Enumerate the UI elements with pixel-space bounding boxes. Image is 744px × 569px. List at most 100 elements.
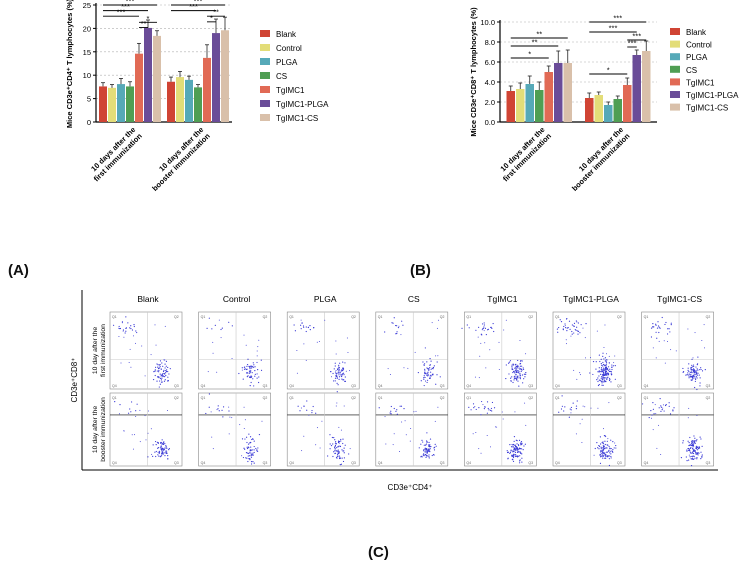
c-dot (206, 327, 208, 330)
c-dot (601, 450, 603, 452)
c-dot (241, 367, 243, 369)
c-dot (336, 402, 338, 404)
c-dot (699, 369, 701, 371)
c-dot (519, 455, 521, 457)
c-quadrant-label: Q3 (174, 461, 179, 465)
c-dot (134, 434, 136, 436)
c-dot (601, 376, 603, 378)
c-dot (315, 412, 317, 414)
c-dot (484, 405, 486, 408)
c-dot (167, 455, 169, 457)
c-dot (423, 378, 425, 380)
c-dot (114, 401, 116, 403)
c-dot (160, 442, 162, 444)
c-dot (697, 372, 699, 374)
c-quadrant-label: Q4 (378, 461, 383, 465)
c-dot (482, 328, 484, 330)
c-dot (435, 383, 437, 385)
c-dot (602, 443, 605, 445)
c-dot (121, 322, 123, 324)
a-legend-label: CS (276, 72, 287, 81)
c-dot (147, 456, 149, 458)
a-significance-label: *** (121, 2, 130, 11)
c-dot (430, 446, 432, 448)
c-dot (579, 374, 581, 376)
b-y-tick-label: 10.0 (480, 18, 495, 27)
c-dot (664, 323, 666, 326)
c-plot-frame (198, 392, 271, 467)
c-dot (336, 447, 338, 449)
c-dot (694, 457, 696, 459)
c-dot (337, 453, 339, 455)
c-dot (600, 450, 602, 452)
c-dot (145, 439, 147, 441)
c-dot (244, 448, 246, 450)
c-dot (515, 377, 517, 379)
c-dot (515, 369, 518, 371)
c-dot (429, 377, 431, 380)
c-dot (158, 452, 160, 455)
c-dot (655, 331, 657, 333)
c-dot (655, 324, 657, 326)
c-dot (423, 375, 425, 377)
c-dot (509, 360, 512, 362)
b-legend-swatch-control (670, 40, 680, 48)
c-plot-frame (198, 311, 271, 390)
c-dot (672, 410, 674, 412)
c-dot (473, 406, 475, 409)
c-dot (344, 380, 346, 382)
c-dot (348, 453, 350, 455)
c-dot (650, 336, 653, 338)
a-significance-label: ** (141, 19, 147, 28)
chart-c-flow-cytometry: CD3e⁺CD8⁺CD3e⁺CD4⁺10 day after thefirst … (70, 290, 718, 492)
c-quadrant-label: Q3 (440, 461, 445, 465)
c-dot (565, 339, 567, 341)
c-plot-frame (552, 311, 626, 390)
c-y-axis-label: CD3e⁺CD8⁺ (70, 358, 79, 403)
c-dot (428, 457, 430, 459)
c-dot (575, 408, 578, 410)
c-dot (135, 410, 137, 412)
c-dot (521, 461, 523, 463)
c-dot (662, 404, 664, 406)
c-dot (155, 450, 157, 453)
c-dot (601, 371, 603, 373)
a-bar-blank (99, 86, 107, 122)
c-dot (246, 363, 249, 366)
c-dot (659, 327, 661, 329)
c-dot (512, 450, 514, 452)
c-dot (119, 327, 121, 330)
c-dot (698, 446, 701, 448)
c-dot (610, 371, 612, 373)
c-dot (522, 368, 525, 371)
c-quadrant-label: Q4 (466, 461, 471, 465)
c-dot (249, 442, 251, 444)
c-dot (656, 327, 659, 329)
c-dot (164, 452, 166, 454)
a-legend-swatch-cs (260, 72, 270, 79)
c-dot (398, 325, 400, 327)
c-dot (514, 447, 516, 449)
c-dot (576, 326, 578, 328)
c-dot (704, 369, 706, 371)
c-dot (161, 447, 163, 449)
c-dot (660, 405, 662, 407)
c-dot (605, 447, 607, 449)
c-dot (510, 380, 512, 382)
c-quadrant-label: Q4 (378, 384, 383, 388)
c-dot (342, 367, 344, 369)
c-dot (599, 370, 601, 373)
c-dot (520, 440, 523, 443)
c-dot (509, 451, 512, 453)
c-dot (308, 414, 310, 416)
c-dot (228, 410, 230, 412)
c-dot (144, 415, 146, 417)
c-dot (165, 365, 167, 367)
c-dot (603, 347, 605, 349)
c-dot (510, 446, 513, 448)
c-plot-frame (641, 392, 714, 467)
c-dot (700, 369, 702, 371)
c-dot (604, 452, 606, 454)
c-dot (670, 349, 672, 351)
c-dot (311, 412, 313, 414)
